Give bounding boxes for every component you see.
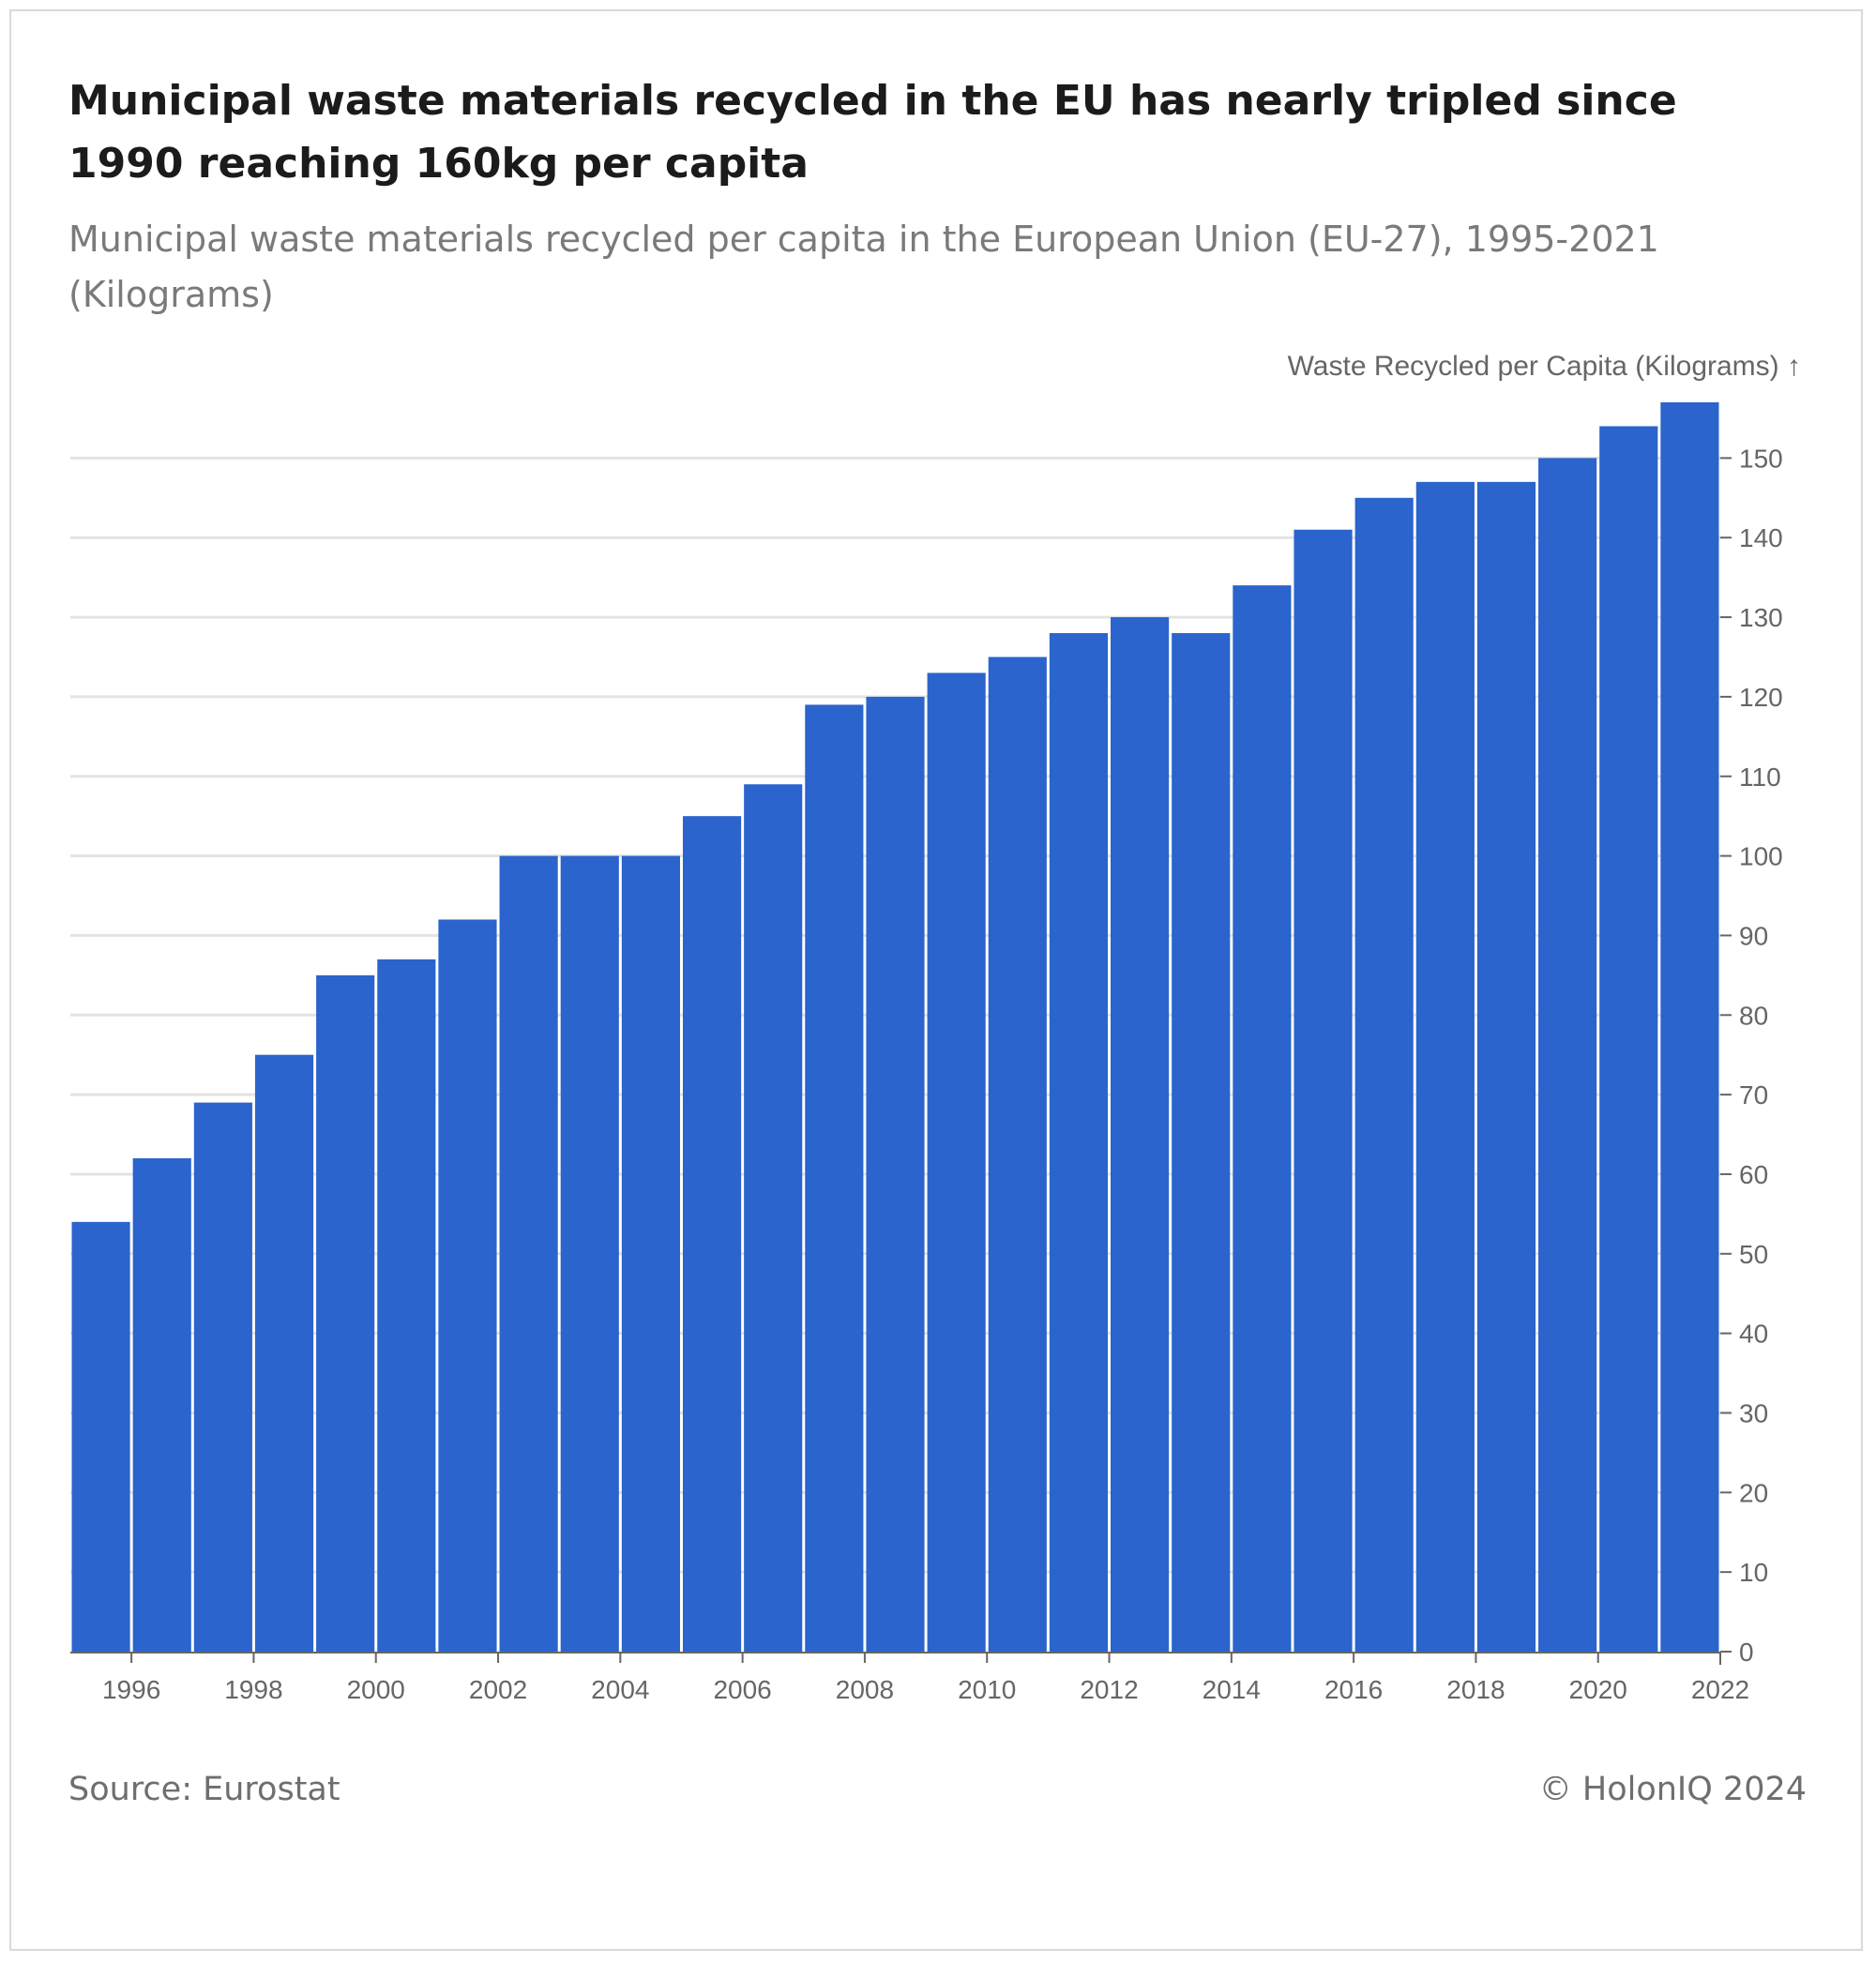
source-note: Source: Eurostat bbox=[68, 1771, 340, 1808]
bar bbox=[132, 1157, 191, 1652]
bar bbox=[1538, 458, 1597, 1652]
axes: 0 10 20 30 40 50 60 70 80 90 100 110 120 130 140 150 199… bbox=[70, 444, 1783, 1704]
x-tick-label: 2010 bbox=[958, 1675, 1016, 1704]
y-tick-label: 90 bbox=[1739, 921, 1768, 950]
copyright-note: © HolonIQ 2024 bbox=[1538, 1771, 1807, 1808]
bar bbox=[377, 959, 436, 1652]
bar bbox=[1476, 481, 1536, 1652]
x-tick-label: 1996 bbox=[102, 1675, 160, 1704]
bar bbox=[1111, 617, 1170, 1652]
y-tick-label: 100 bbox=[1739, 842, 1783, 871]
bar bbox=[499, 855, 558, 1652]
bar bbox=[927, 672, 986, 1652]
y-tick-label: 150 bbox=[1739, 444, 1783, 473]
bar bbox=[1415, 481, 1475, 1652]
bar bbox=[621, 855, 680, 1652]
x-tick-label: 2018 bbox=[1446, 1675, 1505, 1704]
bar bbox=[1354, 497, 1414, 1653]
bar bbox=[682, 816, 742, 1652]
bar bbox=[1599, 426, 1658, 1652]
y-tick-label: 50 bbox=[1739, 1240, 1768, 1269]
x-tick-label: 1998 bbox=[224, 1675, 282, 1704]
x-tick-label: 2004 bbox=[591, 1675, 649, 1704]
bar bbox=[193, 1102, 252, 1652]
bars bbox=[71, 402, 1719, 1653]
y-tick-label: 10 bbox=[1739, 1558, 1768, 1587]
y-axis-label: Waste Recycled per Capita (Kilograms) ↑ bbox=[1288, 351, 1801, 382]
y-tick-label: 0 bbox=[1739, 1638, 1754, 1667]
y-tick-label: 70 bbox=[1739, 1080, 1768, 1110]
x-tick-label: 2022 bbox=[1691, 1675, 1749, 1704]
bar bbox=[866, 696, 925, 1652]
x-tick-label: 2008 bbox=[836, 1675, 894, 1704]
bar bbox=[1049, 633, 1109, 1652]
x-tick-label: 2016 bbox=[1324, 1675, 1383, 1704]
bar bbox=[744, 784, 803, 1652]
y-tick-label: 60 bbox=[1739, 1160, 1768, 1189]
bar bbox=[1294, 529, 1353, 1652]
x-tick-label: 2014 bbox=[1203, 1675, 1261, 1704]
bar bbox=[71, 1221, 130, 1652]
bar bbox=[988, 657, 1047, 1652]
chart-subtitle: Municipal waste materials recycled per c… bbox=[68, 219, 1659, 315]
y-tick-label: 20 bbox=[1739, 1478, 1768, 1507]
x-tick-label: 2000 bbox=[347, 1675, 405, 1704]
y-tick-label: 30 bbox=[1739, 1398, 1768, 1427]
bar bbox=[316, 974, 375, 1652]
y-tick-label: 80 bbox=[1739, 1001, 1768, 1030]
bar bbox=[254, 1054, 314, 1652]
bar bbox=[438, 919, 497, 1652]
bar bbox=[560, 855, 619, 1652]
x-tick-label: 2006 bbox=[713, 1675, 771, 1704]
bar bbox=[805, 704, 864, 1652]
x-tick-label: 2002 bbox=[469, 1675, 527, 1704]
x-tick-label: 2020 bbox=[1569, 1675, 1627, 1704]
chart-title: Municipal waste materials recycled in th… bbox=[68, 77, 1677, 188]
y-tick-label: 120 bbox=[1739, 683, 1783, 712]
bar bbox=[1172, 633, 1231, 1652]
bar bbox=[1660, 402, 1719, 1652]
y-tick-label: 140 bbox=[1739, 523, 1783, 552]
y-tick-label: 40 bbox=[1739, 1320, 1768, 1349]
y-tick-label: 110 bbox=[1739, 763, 1781, 792]
bar bbox=[1233, 585, 1292, 1652]
x-tick-label: 2012 bbox=[1080, 1675, 1138, 1704]
y-tick-label: 130 bbox=[1739, 603, 1783, 632]
